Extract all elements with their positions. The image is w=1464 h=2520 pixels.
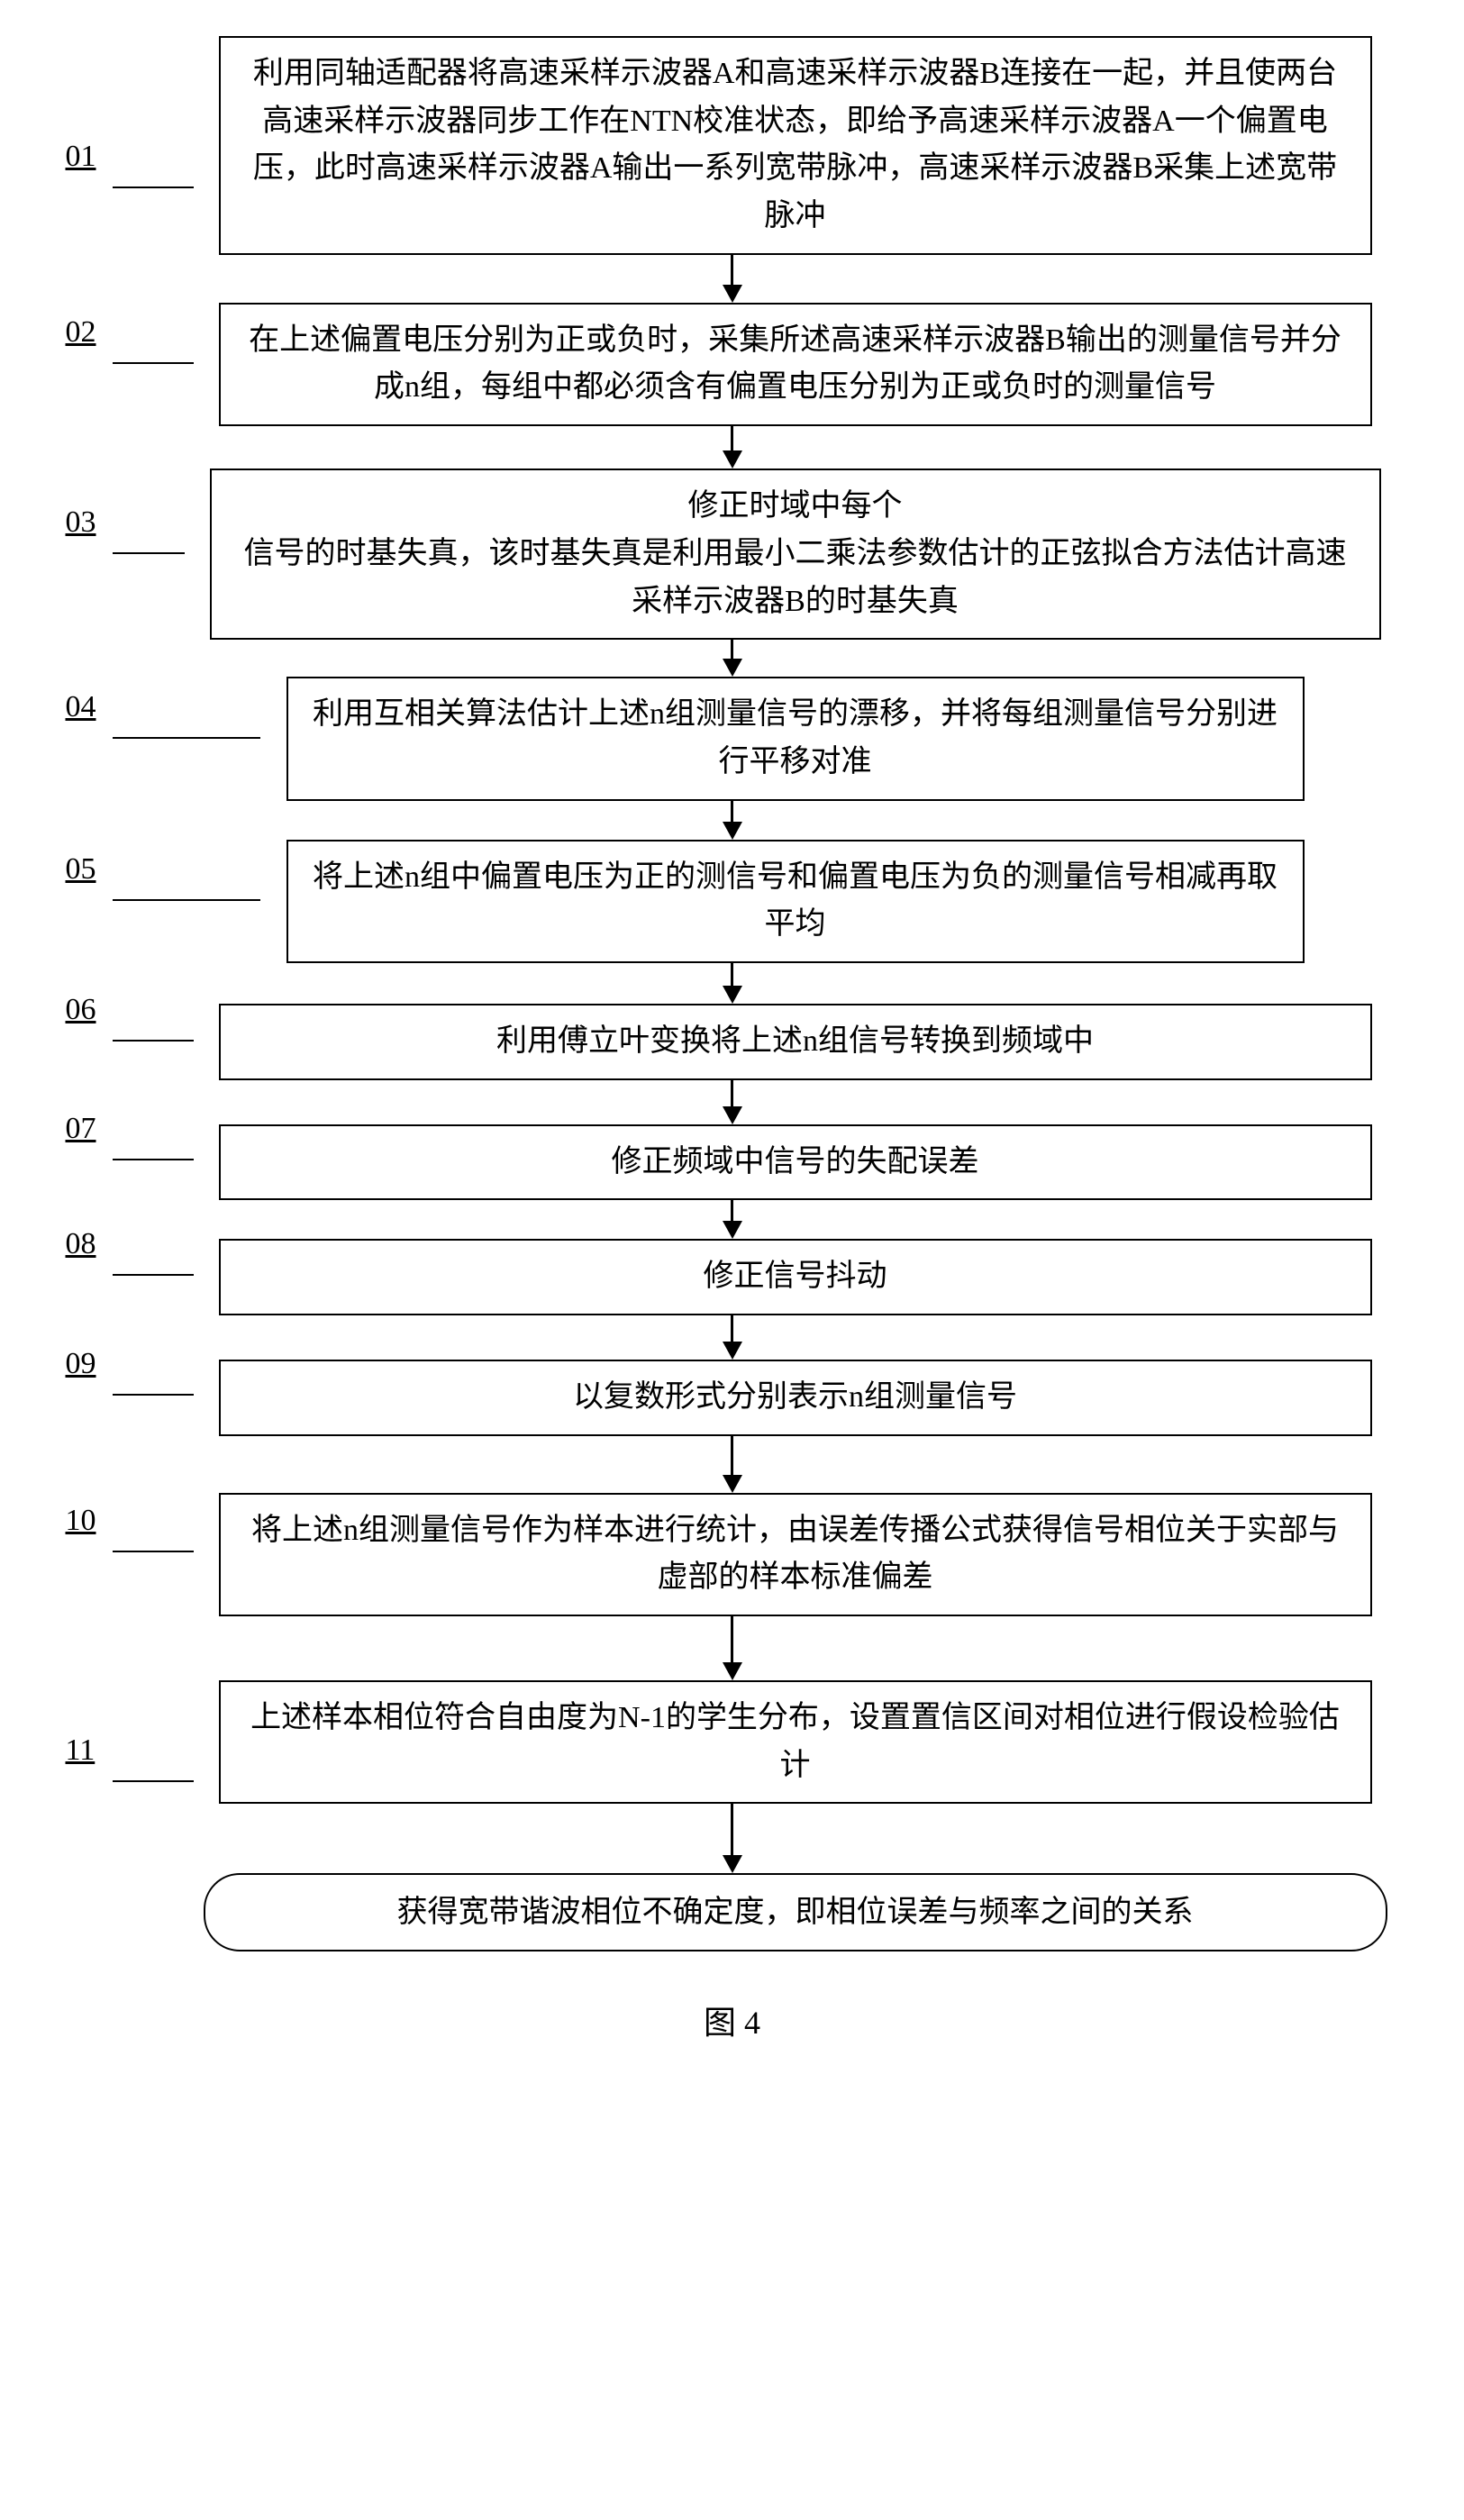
step-leader-line (113, 899, 260, 901)
flow-step-row: 11 上述样本相位符合自由度为N-1的学生分布，设置置信区间对相位进行假设检验估计 (57, 1680, 1408, 1804)
step-leader-line (113, 1040, 194, 1042)
flow-arrow (723, 963, 742, 1004)
flow-step-box: 利用傅立叶变换将上述n组信号转换到频域中 (219, 1004, 1372, 1080)
flow-step-box: 在上述偏置电压分别为正或负时，采集所述高速采样示波器B输出的测量信号并分成n组，… (219, 303, 1372, 426)
flow-step-row: 07修正频域中信号的失配误差 (57, 1124, 1408, 1201)
step-label: 03 (66, 505, 96, 540)
step-box-column: 将上述n组中偏置电压为正的测信号和偏置电压为负的测量信号相减再取平均 (183, 840, 1408, 963)
flow-step-box: 以复数形式分别表示n组测量信号 (219, 1360, 1372, 1436)
step-label: 11 (66, 1733, 95, 1768)
step-leader-line (113, 186, 194, 188)
step-label: 01 (66, 140, 96, 174)
step-box-column: 修正信号抖动 (183, 1239, 1408, 1315)
flow-step-box: 修正频域中信号的失配误差 (219, 1124, 1372, 1201)
step-box-column: 利用傅立叶变换将上述n组信号转换到频域中 (183, 1004, 1408, 1080)
step-label: 02 (66, 315, 96, 350)
step-label: 06 (66, 993, 96, 1027)
flow-step-box: 利用同轴适配器将高速采样示波器A和高速采样示波器B连接在一起，并且使两台高速采样… (219, 36, 1372, 255)
step-leader-line (113, 362, 194, 364)
step-leader-line (113, 552, 185, 554)
flow-arrow (723, 426, 742, 469)
step-leader-line (113, 1274, 194, 1276)
step-label: 04 (66, 690, 96, 724)
step-box-column: 利用互相关算法估计上述n组测量信号的漂移，并将每组测量信号分别进行平移对准 (183, 677, 1408, 800)
step-leader-line (113, 1394, 194, 1396)
flow-step-row: 04 利用互相关算法估计上述n组测量信号的漂移，并将每组测量信号分别进行平移对准 (57, 677, 1408, 800)
flow-arrow (723, 640, 742, 677)
step-box-column: 获得宽带谐波相位不确定度，即相位误差与频率之间的关系 (183, 1873, 1408, 1951)
step-box-column: 修正频域中信号的失配误差 (183, 1124, 1408, 1201)
flow-step-row: 02 在上述偏置电压分别为正或负时，采集所述高速采样示波器B输出的测量信号并分成n… (57, 303, 1408, 426)
step-leader-line (113, 1551, 194, 1552)
flow-step-box: 修正信号抖动 (219, 1239, 1372, 1315)
flowchart-container: 01 利用同轴适配器将高速采样示波器A和高速采样示波器B连接在一起，并且使两台高速… (57, 36, 1408, 1951)
step-label: 10 (66, 1504, 96, 1538)
step-box-column: 修正时域中每个信号的时基失真，该时基失真是利用最小二乘法参数估计的正弦拟合方法估… (183, 469, 1408, 640)
flow-step-box: 上述样本相位符合自由度为N-1的学生分布，设置置信区间对相位进行假设检验估计 (219, 1680, 1372, 1804)
step-box-column: 利用同轴适配器将高速采样示波器A和高速采样示波器B连接在一起，并且使两台高速采样… (183, 36, 1408, 255)
flow-arrow (723, 1804, 742, 1873)
step-label: 08 (66, 1227, 96, 1261)
flow-arrow (723, 1616, 742, 1680)
step-box-column: 上述样本相位符合自由度为N-1的学生分布，设置置信区间对相位进行假设检验估计 (183, 1680, 1408, 1804)
step-leader-line (113, 1780, 194, 1782)
flow-step-box: 将上述n组中偏置电压为正的测信号和偏置电压为负的测量信号相减再取平均 (286, 840, 1305, 963)
flow-step-row: 06利用傅立叶变换将上述n组信号转换到频域中 (57, 1004, 1408, 1080)
step-leader-line (113, 737, 260, 739)
flow-end-row: 获得宽带谐波相位不确定度，即相位误差与频率之间的关系 (57, 1873, 1408, 1951)
flow-arrow (723, 1436, 742, 1493)
flow-step-row: 01 利用同轴适配器将高速采样示波器A和高速采样示波器B连接在一起，并且使两台高速… (57, 36, 1408, 255)
flow-arrow (723, 1200, 742, 1239)
step-box-column: 在上述偏置电压分别为正或负时，采集所述高速采样示波器B输出的测量信号并分成n组，… (183, 303, 1408, 426)
step-label: 05 (66, 852, 96, 887)
flow-arrow (723, 801, 742, 840)
flow-arrow (723, 1315, 742, 1360)
flow-step-row: 08修正信号抖动 (57, 1239, 1408, 1315)
step-leader-line (113, 1159, 194, 1160)
flow-step-box: 将上述n组测量信号作为样本进行统计，由误差传播公式获得信号相位关于实部与虚部的样… (219, 1493, 1372, 1616)
flow-step-box: 利用互相关算法估计上述n组测量信号的漂移，并将每组测量信号分别进行平移对准 (286, 677, 1305, 800)
flow-step-row: 05 将上述n组中偏置电压为正的测信号和偏置电压为负的测量信号相减再取平均 (57, 840, 1408, 963)
flow-step-box: 修正时域中每个信号的时基失真，该时基失真是利用最小二乘法参数估计的正弦拟合方法估… (210, 469, 1381, 640)
step-box-column: 以复数形式分别表示n组测量信号 (183, 1360, 1408, 1436)
flow-arrow (723, 255, 742, 303)
flow-step-row: 03 修正时域中每个信号的时基失真，该时基失真是利用最小二乘法参数估计的正弦拟合方… (57, 469, 1408, 640)
step-label: 09 (66, 1347, 96, 1381)
step-box-column: 将上述n组测量信号作为样本进行统计，由误差传播公式获得信号相位关于实部与虚部的样… (183, 1493, 1408, 1616)
flow-step-row: 10 将上述n组测量信号作为样本进行统计，由误差传播公式获得信号相位关于实部与虚部… (57, 1493, 1408, 1616)
step-label: 07 (66, 1112, 96, 1146)
figure-caption: 图 4 (704, 1997, 760, 2043)
flow-arrow (723, 1080, 742, 1124)
flow-step-row: 09以复数形式分别表示n组测量信号 (57, 1360, 1408, 1436)
flow-end-box: 获得宽带谐波相位不确定度，即相位误差与频率之间的关系 (204, 1873, 1387, 1951)
